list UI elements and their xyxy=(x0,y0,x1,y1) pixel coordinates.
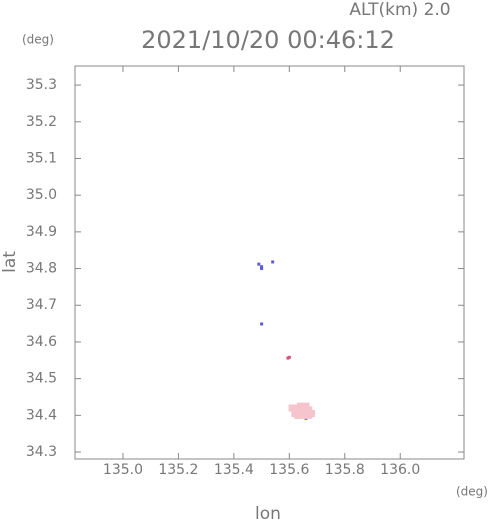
point xyxy=(305,406,313,414)
y-tick-label: 34.7 xyxy=(26,297,57,313)
x-tick-label: 135.0 xyxy=(103,462,143,478)
x-unit: (deg) xyxy=(456,485,488,499)
chart-title: 2021/10/20 00:46:12 xyxy=(141,26,395,54)
point xyxy=(305,411,313,419)
y-tick-label: 34.8 xyxy=(26,261,57,277)
point xyxy=(302,402,310,410)
point xyxy=(287,355,291,359)
x-tick-label: 135.4 xyxy=(214,462,254,478)
point xyxy=(260,322,264,326)
x-axis-label: lon xyxy=(255,504,281,521)
point xyxy=(260,265,264,269)
y-tick-label: 34.6 xyxy=(26,334,57,350)
point xyxy=(260,267,264,271)
y-tick-label: 34.9 xyxy=(26,224,57,240)
point xyxy=(271,260,275,264)
x-tick-label: 136.0 xyxy=(380,462,420,478)
y-tick-label: 35.0 xyxy=(26,187,57,203)
subtitle: ALT(km) 2.0 xyxy=(349,0,450,20)
x-tick-label: 135.8 xyxy=(325,462,365,478)
y-tick-label: 35.1 xyxy=(26,150,57,166)
y-tick-label: 35.2 xyxy=(26,114,57,130)
y-tick-label: 34.4 xyxy=(26,407,57,423)
y-tick-label: 34.5 xyxy=(26,371,57,387)
y-tick-label: 34.3 xyxy=(26,444,57,460)
y-tick-label: 35.3 xyxy=(26,77,57,93)
y-unit: (deg) xyxy=(22,33,54,47)
x-tick-label: 135.6 xyxy=(269,462,309,478)
y-axis-label: lat xyxy=(0,251,20,273)
x-tick-label: 135.2 xyxy=(158,462,198,478)
point xyxy=(257,262,261,266)
plot-frame xyxy=(74,65,465,460)
